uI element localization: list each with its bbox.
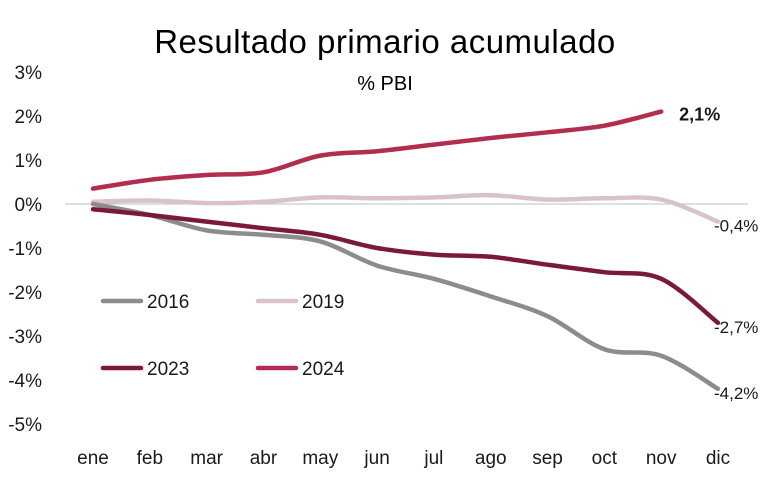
y-tick-label: 1% <box>15 151 43 172</box>
series-group <box>90 109 721 392</box>
x-tick-label: dic <box>706 448 730 469</box>
legend-label-2019: 2019 <box>302 292 344 313</box>
x-tick-label: jul <box>423 448 443 469</box>
x-tick-label: mar <box>190 448 223 469</box>
y-tick-label: 0% <box>15 195 43 216</box>
legend-label-2023: 2023 <box>147 359 189 380</box>
y-tick-label: -2% <box>8 283 42 304</box>
end-label-2019: -0,4% <box>714 217 758 236</box>
y-tick-label: 3% <box>15 63 43 84</box>
legend: 2016 2019 2023 2024 <box>100 292 345 380</box>
end-label-2024: 2,1% <box>679 105 720 125</box>
series-line-2016 <box>90 201 721 392</box>
x-axis: ene feb mar abr may jun jul ago sep oct nov dic <box>77 448 730 469</box>
x-tick-label: nov <box>646 448 677 469</box>
x-tick-label: ene <box>77 448 109 469</box>
end-label-2023: -2,7% <box>714 318 758 337</box>
chart-title: Resultado primario acumulado <box>154 23 616 60</box>
series-line-2019 <box>90 192 721 224</box>
x-tick-label: may <box>302 448 338 469</box>
y-tick-label: 2% <box>15 107 43 128</box>
x-tick-label: oct <box>592 448 618 469</box>
end-label-2016: -4,2% <box>714 384 758 403</box>
y-tick-label: -5% <box>8 415 42 436</box>
legend-label-2024: 2024 <box>302 359 345 380</box>
y-tick-label: -4% <box>8 371 42 392</box>
series-line-2024 <box>90 109 664 191</box>
series-line-2023 <box>90 207 721 326</box>
x-tick-label: feb <box>137 448 163 469</box>
x-tick-label: sep <box>532 448 563 469</box>
x-tick-label: abr <box>250 448 278 469</box>
y-tick-label: -3% <box>8 327 42 348</box>
x-tick-label: ago <box>475 448 507 469</box>
y-axis: 3% 2% 1% 0% -1% -2% -3% -4% -5% <box>8 63 42 436</box>
y-tick-label: -1% <box>8 239 42 260</box>
x-tick-label: jun <box>363 448 389 469</box>
legend-label-2016: 2016 <box>147 292 189 313</box>
end-labels: -0,4% -4,2% -2,7% 2,1% <box>679 105 758 403</box>
chart-subtitle: % PBI <box>357 73 413 95</box>
